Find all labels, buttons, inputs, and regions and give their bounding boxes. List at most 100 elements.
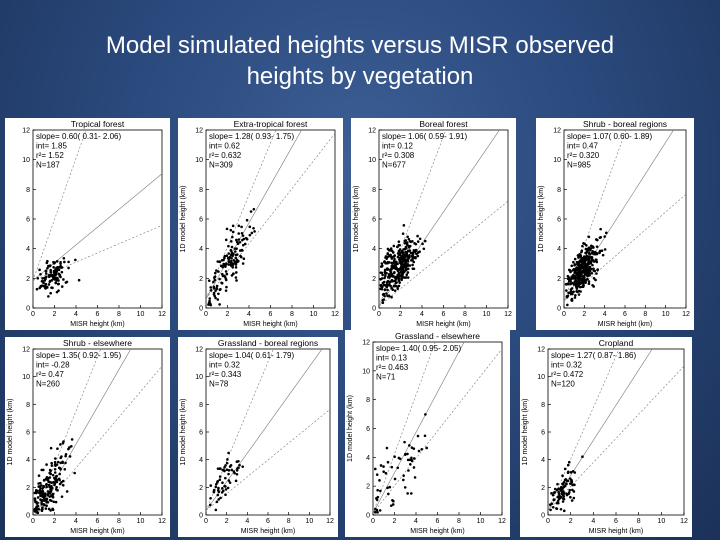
data-point: [589, 267, 593, 271]
data-point: [402, 270, 406, 274]
data-point: [592, 260, 596, 263]
y-tick-label: 12: [368, 128, 376, 135]
data-point: [231, 266, 235, 269]
panel-shrub-boreal: Shrub - boreal regions 0 2 4 6 8 10 12 0 2 4 6 8 10 12…: [536, 118, 694, 330]
data-point: [393, 279, 397, 283]
data-point: [248, 233, 252, 237]
data-point: [411, 251, 415, 254]
data-point: [591, 249, 594, 253]
data-point: [237, 232, 241, 235]
data-point: [244, 236, 248, 240]
data-point: [229, 463, 233, 467]
stats-line: int= 0.47: [567, 142, 598, 151]
data-point: [551, 505, 555, 509]
data-point: [224, 238, 228, 242]
data-point: [573, 257, 577, 261]
chart-grassland-elsewhere: Grassland - elsewhere 0 2 4 6 8 10 12 0 2 4 6 8 10 12 M…: [347, 331, 506, 535]
data-point: [47, 273, 51, 277]
data-point: [216, 493, 220, 497]
data-point: [587, 235, 591, 239]
data-point: [214, 508, 218, 512]
data-point: [395, 281, 398, 284]
y-axis-label: 1D model height (km): [538, 186, 545, 253]
lower-bound-line: [206, 133, 335, 299]
data-point: [42, 284, 45, 288]
x-tick-label: 12: [498, 518, 506, 525]
lower-bound-line: [35, 365, 162, 515]
data-point: [38, 268, 41, 272]
data-point: [386, 486, 389, 490]
y-axis-label: 1D model height (km): [347, 395, 354, 462]
x-axis-label: MISR height (km): [598, 321, 652, 328]
data-point: [234, 271, 238, 274]
stats-line: slope= 1.35( 0.92- 1.95): [36, 351, 122, 360]
data-point: [553, 491, 557, 494]
data-point: [49, 469, 53, 473]
data-point: [50, 286, 53, 289]
stats-line: int= 0.62: [209, 142, 240, 151]
data-point: [44, 498, 48, 501]
y-tick-label: 10: [22, 157, 30, 164]
x-tick-label: 2: [225, 518, 229, 525]
data-point: [224, 488, 228, 491]
x-axis-label: MISR height (km): [410, 528, 464, 535]
x-tick-label: 6: [614, 518, 618, 525]
data-point: [220, 491, 224, 494]
data-point: [225, 227, 229, 231]
chart-title: Tropical forest: [71, 119, 125, 129]
data-point: [42, 497, 46, 500]
data-point: [218, 260, 221, 264]
data-point: [578, 276, 582, 279]
data-point: [234, 250, 237, 253]
y-tick-label: 12: [22, 128, 30, 135]
data-point: [412, 267, 416, 271]
y-tick-label: 6: [199, 217, 203, 224]
data-point: [57, 477, 61, 481]
data-point: [215, 284, 219, 288]
data-point: [570, 290, 573, 293]
data-point: [418, 250, 421, 253]
data-point: [401, 232, 405, 235]
data-point: [590, 256, 594, 259]
data-point: [390, 249, 393, 252]
y-tick-label: 12: [362, 340, 370, 347]
x-tick-label: 8: [637, 518, 641, 525]
data-point: [562, 491, 565, 494]
data-point: [240, 249, 244, 252]
chart-tropical-forest: Tropical forest 0 2 4 6 8 10 12 0 2 4 6 8 10 12 MISR he…: [22, 119, 166, 328]
data-point: [45, 285, 49, 289]
data-point: [54, 457, 57, 460]
data-point: [40, 508, 43, 511]
data-point: [225, 468, 229, 472]
data-point: [229, 263, 232, 267]
data-point: [580, 250, 583, 254]
data-point: [550, 492, 553, 495]
data-point: [566, 277, 570, 281]
data-point: [52, 480, 55, 484]
data-point: [385, 285, 389, 289]
data-point: [400, 269, 403, 273]
data-point: [222, 258, 225, 262]
data-point: [576, 254, 580, 257]
data-point: [596, 238, 599, 242]
data-point: [34, 510, 38, 513]
chart-shrub-boreal: Shrub - boreal regions 0 2 4 6 8 10 12 0 2 4 6 8 10 12…: [538, 119, 690, 328]
data-point: [400, 275, 404, 278]
data-point: [40, 279, 44, 283]
data-point: [601, 253, 605, 257]
y-tick-label: 2: [541, 485, 545, 492]
data-point: [252, 227, 255, 230]
x-tick-label: 10: [137, 518, 145, 525]
data-point: [213, 294, 217, 298]
slide-title: Model simulated heights versus MISR obse…: [0, 30, 720, 92]
data-point: [390, 267, 393, 271]
data-point: [394, 262, 397, 266]
data-point: [603, 248, 607, 251]
data-point: [566, 463, 570, 467]
stats-line: r²= 0.320: [567, 151, 600, 160]
x-tick-label: 8: [457, 518, 461, 525]
y-tick-label: 10: [195, 374, 203, 381]
data-point: [227, 244, 230, 248]
data-point: [591, 258, 594, 262]
data-point: [561, 487, 564, 491]
